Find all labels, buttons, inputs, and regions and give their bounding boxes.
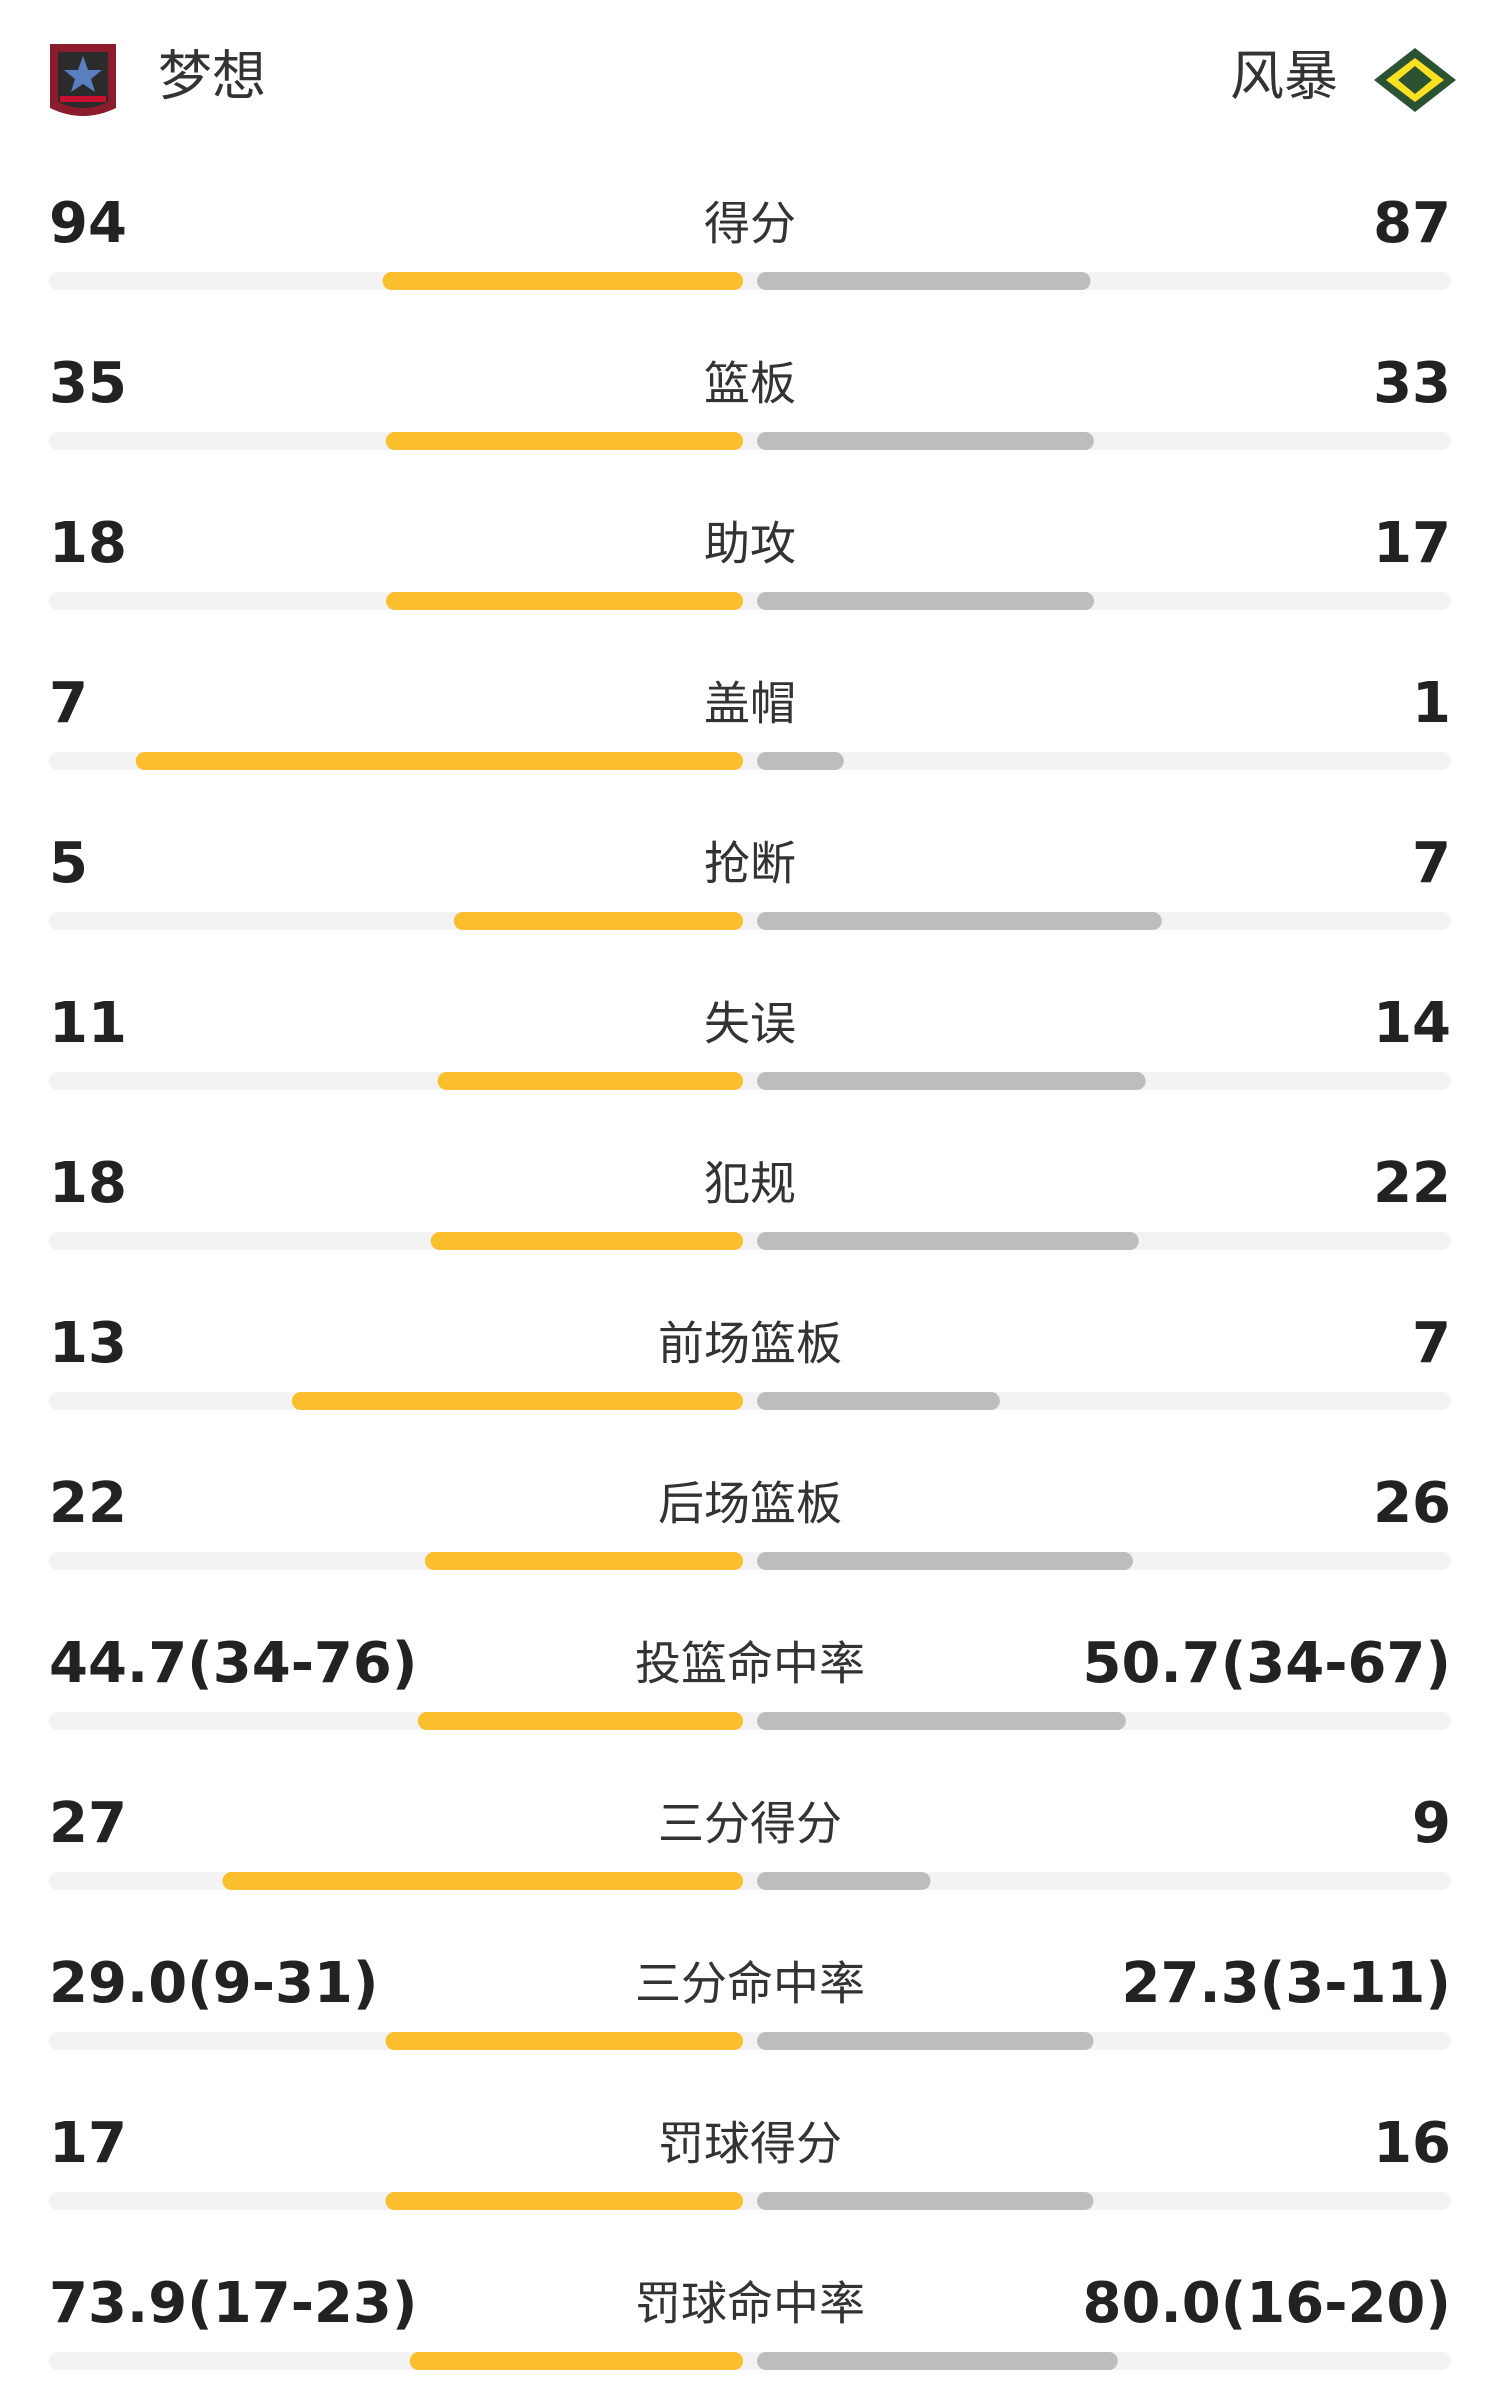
- away-value: 33: [1373, 351, 1451, 416]
- away-bar: [757, 752, 844, 770]
- bar-track: [49, 432, 1451, 450]
- home-bar: [409, 2352, 743, 2370]
- home-value: 7: [49, 671, 88, 736]
- away-value: 27.3(3-11): [1122, 1951, 1452, 2016]
- home-bar: [135, 752, 743, 770]
- away-bar: [757, 1712, 1126, 1730]
- stat-label: 罚球得分: [658, 2117, 842, 2171]
- home-bar: [382, 272, 743, 290]
- home-value: 27: [49, 1791, 127, 1856]
- stat-label: 助攻: [704, 517, 796, 571]
- away-bar: [757, 1072, 1146, 1090]
- away-value: 7: [1412, 831, 1451, 896]
- stat-label: 抢断: [704, 837, 796, 891]
- stat-label: 后场篮板: [658, 1477, 842, 1531]
- away-logo: [1374, 48, 1456, 112]
- away-bar: [757, 912, 1162, 930]
- bar-track: [49, 2192, 1451, 2210]
- away-value: 87: [1373, 191, 1451, 256]
- away-value: 16: [1373, 2111, 1451, 2176]
- home-value: 18: [49, 511, 127, 576]
- away-bar: [757, 1232, 1139, 1250]
- home-bar: [430, 1232, 743, 1250]
- away-bar: [757, 592, 1095, 610]
- home-bar: [417, 1712, 743, 1730]
- home-logo: [50, 44, 116, 116]
- home-value: 11: [49, 991, 127, 1056]
- home-bar: [385, 2032, 743, 2050]
- stat-label: 三分命中率: [635, 1957, 865, 2011]
- bar-track: [49, 1392, 1451, 1410]
- stat-label: 犯规: [704, 1157, 796, 1211]
- home-bar: [291, 1392, 743, 1410]
- away-bar: [757, 1392, 1000, 1410]
- away-bar: [757, 2352, 1118, 2370]
- away-value: 14: [1373, 991, 1451, 1056]
- home-value: 73.9(17-23): [49, 2271, 417, 2336]
- home-bar: [437, 1072, 743, 1090]
- stat-label: 篮板: [704, 357, 796, 411]
- away-value: 7: [1412, 1311, 1451, 1376]
- home-value: 35: [49, 351, 127, 416]
- home-value: 17: [49, 2111, 127, 2176]
- bar-track: [49, 1072, 1451, 1090]
- away-bar: [757, 2032, 1094, 2050]
- away-value: 50.7(34-67): [1083, 1631, 1451, 1696]
- home-value: 22: [49, 1471, 127, 1536]
- stat-label: 罚球命中率: [635, 2277, 865, 2331]
- away-value: 80.0(16-20): [1083, 2271, 1451, 2336]
- away-team-name: 风暴: [1230, 45, 1338, 108]
- away-bar: [757, 432, 1094, 450]
- bar-track: [49, 912, 1451, 930]
- bar-track: [49, 1232, 1451, 1250]
- away-value: 9: [1412, 1791, 1451, 1856]
- home-bar: [424, 1552, 743, 1570]
- bar-track: [49, 2032, 1451, 2050]
- home-bar: [386, 592, 743, 610]
- away-bar: [757, 2192, 1094, 2210]
- home-value: 29.0(9-31): [49, 1951, 379, 2016]
- bar-track: [49, 1552, 1451, 1570]
- home-team-name: 梦想: [158, 45, 266, 108]
- stat-label: 得分: [704, 197, 796, 251]
- home-bar: [385, 2192, 743, 2210]
- stat-label: 投篮命中率: [635, 1637, 865, 1691]
- away-value: 1: [1412, 671, 1451, 736]
- bar-track: [49, 592, 1451, 610]
- home-bar: [453, 912, 743, 930]
- home-value: 13: [49, 1311, 127, 1376]
- stat-label: 前场篮板: [658, 1317, 842, 1371]
- away-bar: [757, 1552, 1133, 1570]
- bar-track: [49, 272, 1451, 290]
- away-value: 17: [1373, 511, 1451, 576]
- bar-track: [49, 2352, 1451, 2370]
- away-value: 26: [1373, 1471, 1451, 1536]
- stat-label: 失误: [704, 997, 796, 1051]
- home-value: 5: [49, 831, 88, 896]
- home-value: 18: [49, 1151, 127, 1216]
- home-bar: [385, 432, 743, 450]
- stat-label: 盖帽: [704, 677, 796, 731]
- home-value: 44.7(34-76): [49, 1631, 417, 1696]
- away-bar: [757, 272, 1091, 290]
- home-bar: [222, 1872, 743, 1890]
- away-value: 22: [1373, 1151, 1451, 1216]
- home-value: 94: [49, 191, 127, 256]
- stat-label: 三分得分: [658, 1797, 842, 1851]
- bar-track: [49, 1712, 1451, 1730]
- away-bar: [757, 1872, 931, 1890]
